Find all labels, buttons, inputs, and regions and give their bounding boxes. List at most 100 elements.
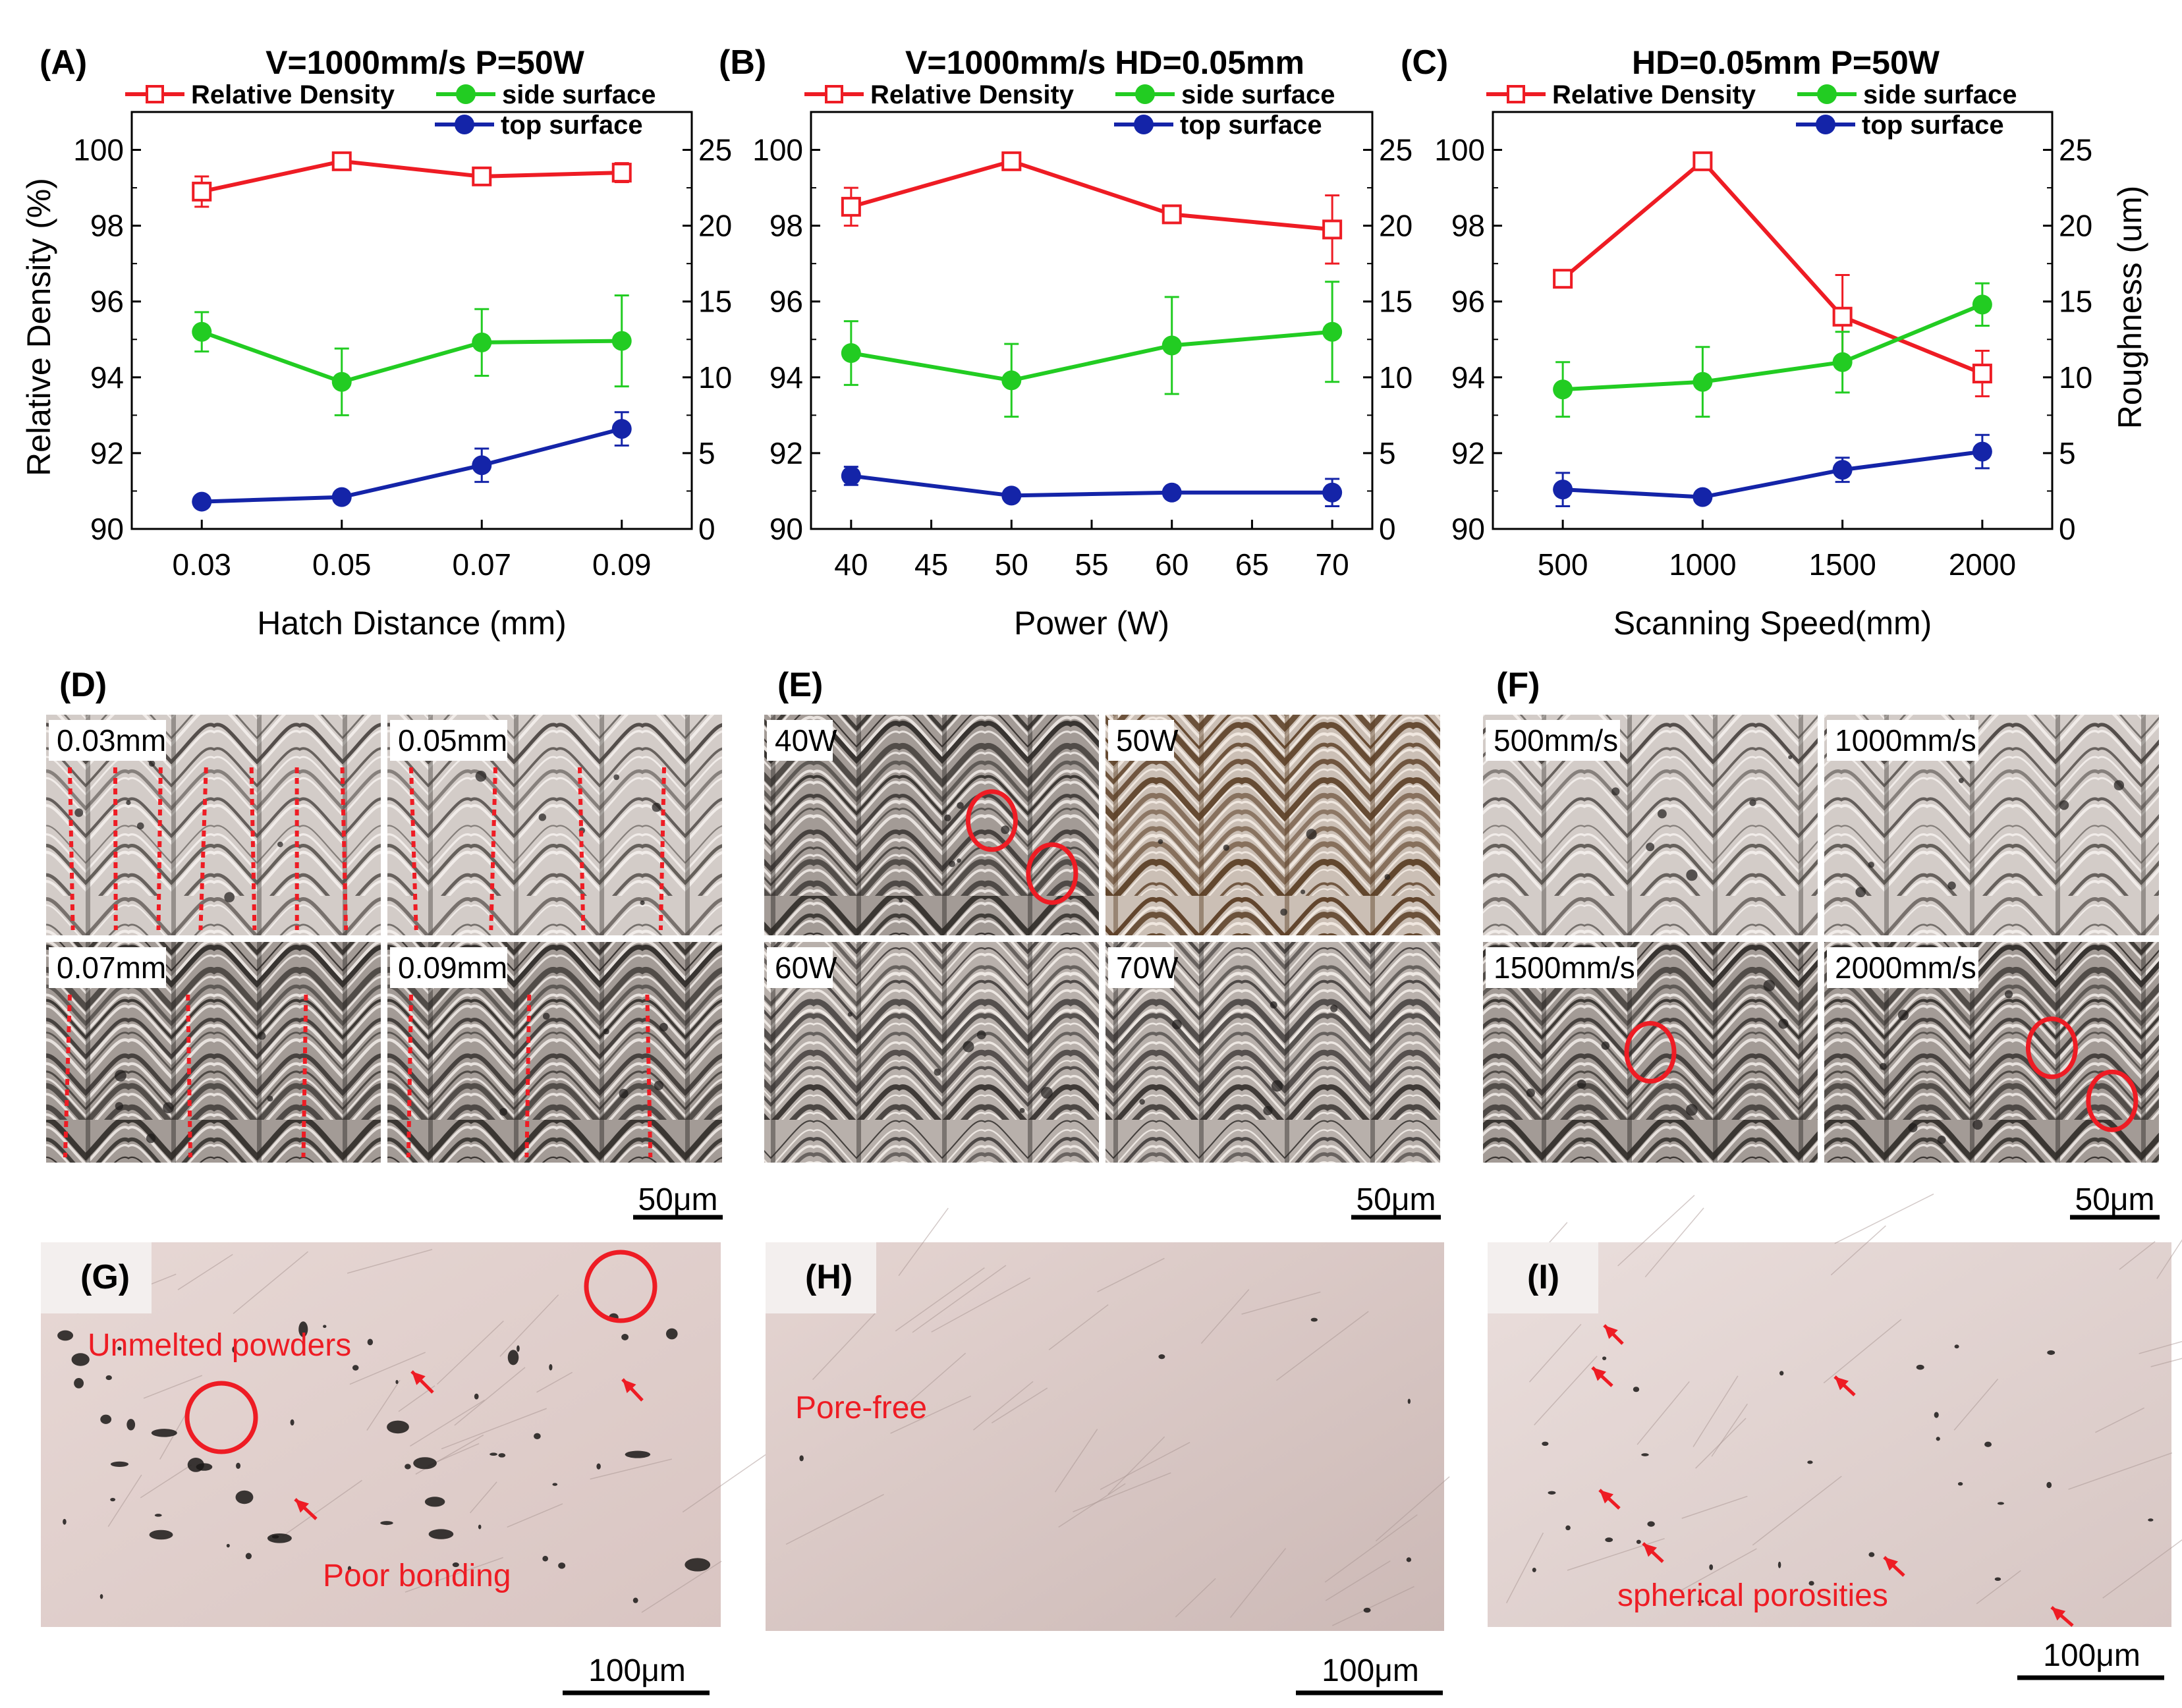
porosity [63, 1518, 67, 1525]
data-point [1001, 370, 1022, 391]
y-left-tick-label: 96 [1451, 285, 1485, 319]
data-point [1972, 294, 1992, 315]
tile-label: 1500mm/s [1494, 950, 1635, 985]
panel-label: (I) [1527, 1258, 1559, 1296]
pore [957, 858, 961, 863]
data-point [1692, 151, 1713, 171]
pore [603, 1028, 609, 1035]
polish-scratch [895, 1267, 985, 1332]
legend-marker [456, 84, 476, 104]
micrograph-tile: 70W [1105, 942, 1440, 1163]
porosity [517, 1345, 520, 1352]
pore [1601, 1041, 1610, 1050]
scale-bar-label: 50μm [638, 1182, 717, 1217]
porosity [298, 1321, 308, 1337]
data-point [472, 166, 492, 186]
data-point [611, 163, 632, 183]
polish-scratch [410, 1399, 485, 1447]
pore [126, 800, 131, 806]
panel-label: (G) [80, 1258, 130, 1296]
series-relative-density [192, 151, 632, 208]
micrograph-tile: 2000mm/s [1824, 942, 2159, 1163]
pore [1280, 908, 1287, 916]
series-line [851, 474, 1333, 498]
tile-label: 40W [775, 723, 837, 758]
polish-scratch [1834, 1193, 1934, 1244]
arrow-head [1835, 1377, 1849, 1391]
porosity [1407, 1398, 1411, 1404]
pore [1306, 829, 1317, 840]
tile-label: 2000mm/s [1835, 950, 1976, 985]
series-top-surface [192, 411, 632, 512]
data-point [331, 372, 352, 392]
data-point [1161, 335, 1182, 356]
legend-marker [825, 85, 843, 103]
polish-scratch [143, 1375, 203, 1399]
polish-scratch [2095, 1407, 2144, 1433]
polish-scratch [2102, 1539, 2182, 1599]
porosity [490, 1452, 497, 1456]
pore [277, 841, 283, 848]
porosity [1916, 1364, 1924, 1370]
series-relative-density [1553, 151, 1992, 398]
x-tick-label: 500 [1538, 547, 1588, 582]
polish-scratch [1528, 1323, 1582, 1383]
porosity [74, 1378, 84, 1389]
x-axis-title: Scanning Speed(mm) [1613, 605, 1932, 642]
legend-marker [146, 85, 164, 103]
arrow-icon [1833, 1375, 1856, 1396]
panel-label: (D) [59, 666, 107, 704]
panel-label: (H) [805, 1258, 853, 1296]
pore [2113, 780, 2125, 790]
cross-section-panel-h: (H) 100μm [766, 1207, 1450, 1695]
polish-scratch [1054, 1429, 1098, 1493]
porosity [323, 1325, 327, 1329]
legend-marker [1817, 84, 1837, 104]
micrograph-tile: 0.07mm [46, 942, 381, 1163]
polish-scratch [436, 1320, 504, 1385]
pore [146, 1134, 156, 1143]
series-line [1561, 158, 1984, 375]
polish-scratch [912, 1265, 1007, 1333]
polish-scratch [405, 1556, 503, 1593]
pore [619, 1088, 629, 1099]
data-point [1972, 364, 1992, 384]
porosity [1548, 1491, 1556, 1495]
pore [224, 892, 235, 902]
series-line [1562, 449, 1983, 499]
polish-scratch [1644, 1207, 1704, 1278]
pore [1855, 887, 1866, 898]
annotation-label: Pore-free [795, 1391, 927, 1425]
porosity [478, 1524, 482, 1529]
data-point [1692, 487, 1713, 507]
arrow-head [1604, 1325, 1618, 1339]
arrow-icon [1603, 1324, 1624, 1345]
polish-scratch [1976, 1570, 2021, 1605]
polish-scratch [2139, 1340, 2182, 1354]
porosity [1532, 1568, 1536, 1572]
polish-scratch [1953, 1379, 1999, 1431]
pore [542, 1012, 550, 1020]
arrow-icon [294, 1498, 318, 1520]
micrograph-panel-d: (D) 0.03mm 0.05mm 0.07mm 0.09mm 50μm [46, 666, 723, 1220]
porosity [1954, 1344, 1959, 1349]
legend-marker [1507, 85, 1525, 103]
y-right-tick-label: 0 [698, 512, 715, 546]
micrograph-tile: 0.03mm [46, 715, 381, 935]
plot-frame [810, 111, 1374, 530]
tile-label-bg [390, 947, 507, 988]
tile-label-bg [49, 720, 166, 761]
pore [1749, 799, 1756, 806]
porosity [267, 1533, 292, 1543]
porosity [665, 1328, 678, 1340]
x-tick-label: 0.03 [172, 547, 231, 582]
defect-circle [1624, 1021, 1677, 1084]
polish-scratch [812, 1312, 876, 1380]
legend-marker [1816, 115, 1835, 134]
polish-scratch [1505, 1532, 1544, 1603]
legend-marker [455, 115, 474, 134]
panel-label-bg [41, 1242, 152, 1313]
arrow-head [1643, 1543, 1658, 1557]
panel-label: (F) [1496, 666, 1540, 704]
